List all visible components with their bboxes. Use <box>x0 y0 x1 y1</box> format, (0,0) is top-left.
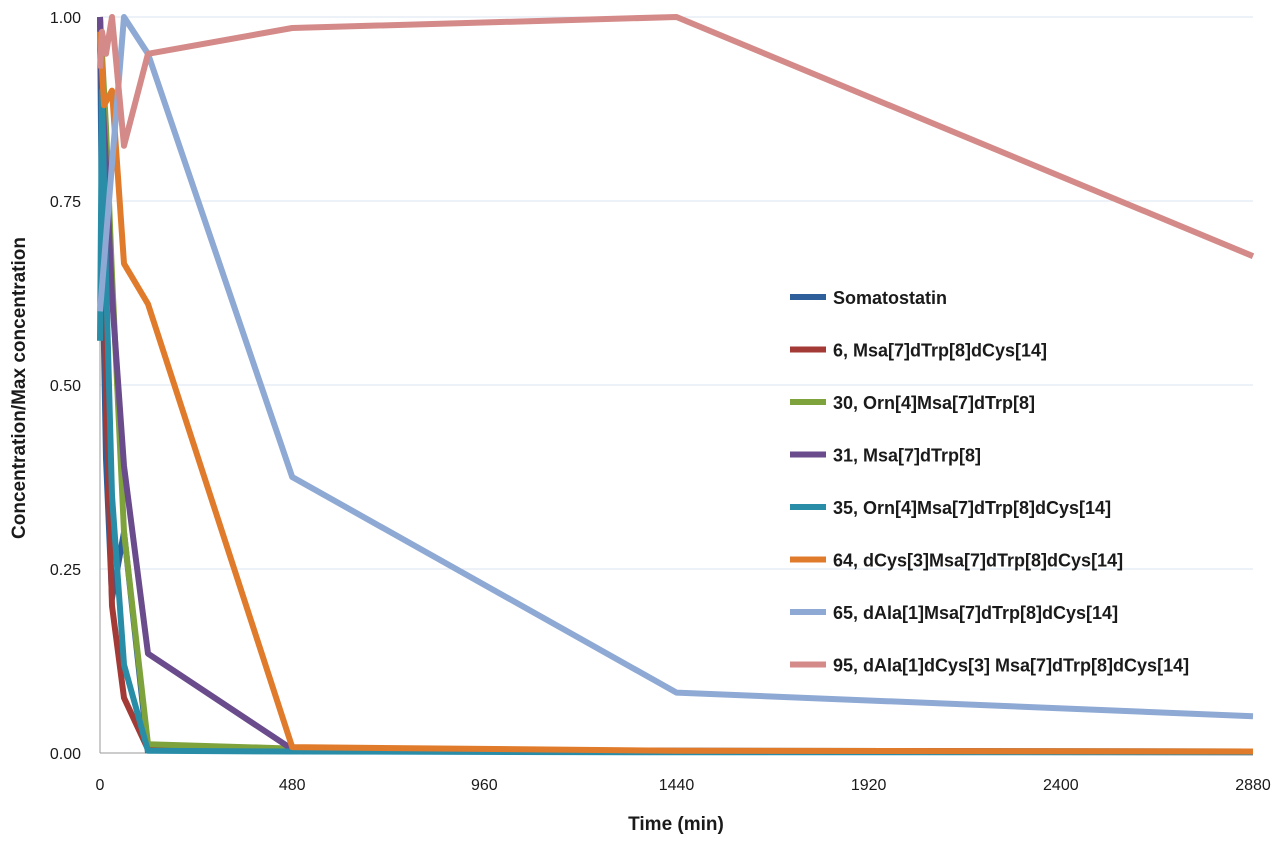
y-tick-label: 0.25 <box>50 562 81 579</box>
y-axis-title: Concentration/Max concentration <box>9 237 30 539</box>
gridlines <box>100 16 1253 570</box>
x-axis-title: Time (min) <box>628 814 724 835</box>
legend-label: 95, dAla[1]dCys[3] Msa[7]dTrp[8]dCys[14] <box>833 656 1189 676</box>
x-tick-label: 480 <box>279 777 306 794</box>
legend-label: 31, Msa[7]dTrp[8] <box>833 446 981 466</box>
x-tick-label: 2400 <box>1043 777 1079 794</box>
y-tick-label: 1.00 <box>50 10 81 27</box>
series-line-6 <box>97 31 1254 755</box>
y-tick-label: 0.75 <box>50 194 81 211</box>
x-tick-label: 960 <box>471 777 498 794</box>
x-tick-label: 1920 <box>851 777 887 794</box>
x-tick-label: 1440 <box>659 777 695 794</box>
legend-label: 64, dCys[3]Msa[7]dTrp[8]dCys[14] <box>833 551 1123 571</box>
series-line-4 <box>97 16 1254 755</box>
x-tick-label: 2880 <box>1235 777 1271 794</box>
legend-label: 30, Orn[4]Msa[7]dTrp[8] <box>833 393 1035 413</box>
series-line-8 <box>97 14 1255 259</box>
x-tick-labels: 0 480 960 1440 1920 2400 2880 <box>96 777 1271 794</box>
legend-label: 65, dAla[1]Msa[7]dTrp[8]dCys[14] <box>833 603 1118 623</box>
x-tick-label: 0 <box>96 777 105 794</box>
y-tick-label: 0.50 <box>50 378 81 395</box>
legend: Somatostatin 6, Msa[7]dTrp[8]dCys[14] 30, … <box>790 288 1189 676</box>
y-tick-labels: 0.00 0.25 0.50 0.75 1.00 <box>50 10 81 763</box>
y-tick-label: 0.00 <box>50 746 81 763</box>
legend-label: 35, Orn[4]Msa[7]dTrp[8]dCys[14] <box>833 498 1111 518</box>
legend-label: 6, Msa[7]dTrp[8]dCys[14] <box>833 341 1047 361</box>
series-lines <box>97 14 1255 756</box>
series-line-3 <box>97 16 1254 755</box>
legend-label: Somatostatin <box>833 288 947 308</box>
